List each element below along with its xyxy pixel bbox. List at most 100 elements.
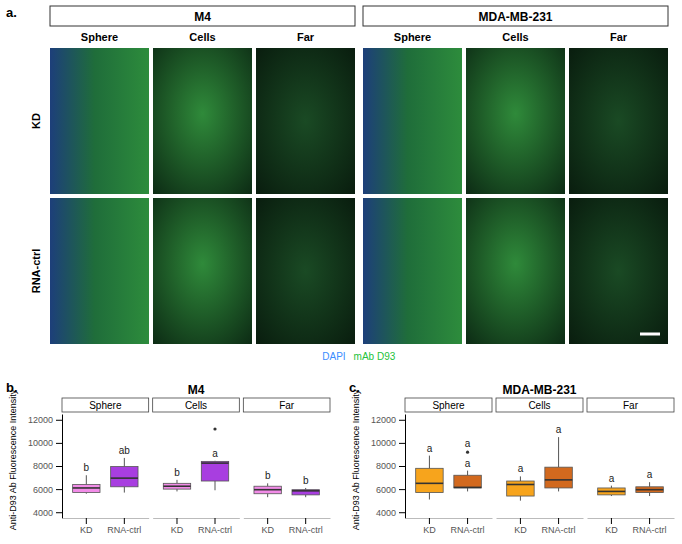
micrograph	[153, 48, 252, 194]
whisker	[215, 481, 216, 490]
x-axis-line	[244, 518, 331, 519]
x-axis-line	[153, 518, 240, 519]
median	[454, 487, 481, 489]
chart-title: MDA-MB-231	[502, 383, 576, 397]
x-tick-mark	[649, 518, 650, 524]
significance-letter: b	[303, 475, 309, 486]
y-tick: 10000	[28, 438, 62, 448]
box	[163, 483, 190, 489]
significance-letter: a	[465, 438, 471, 449]
x-tick: KD	[80, 518, 93, 535]
y-tick-mark	[56, 466, 62, 467]
x-tick-mark	[86, 518, 87, 524]
micrograph	[363, 48, 462, 194]
y-tick: 8000	[376, 461, 405, 471]
median	[111, 477, 138, 479]
y-tick: 8000	[33, 461, 62, 471]
significance-letter: a	[609, 473, 615, 484]
y-tick: 6000	[33, 484, 62, 494]
box	[73, 484, 100, 492]
x-tick: RNA-ctrl	[633, 518, 667, 535]
y-tick-mark	[399, 466, 405, 467]
y-tick-label: 10000	[371, 438, 396, 448]
significance-letter: a	[518, 463, 524, 474]
x-tick: RNA-ctrl	[542, 518, 576, 535]
y-tick-label: 6000	[33, 484, 53, 494]
y-tick-label: 8000	[33, 461, 53, 471]
facet-strip	[496, 398, 583, 412]
scale-bar	[640, 333, 660, 336]
column-header: Far	[610, 31, 628, 43]
column-header: Sphere	[81, 31, 118, 43]
significance-letter: a	[647, 469, 653, 480]
box	[111, 467, 138, 487]
x-tick-label: RNA-ctrl	[198, 525, 232, 535]
x-tick: KD	[514, 518, 527, 535]
facet-title: Far	[279, 400, 295, 411]
y-tick-mark	[399, 443, 405, 444]
x-tick-label: RNA-ctrl	[633, 525, 667, 535]
y-axis: 4000600080001000012000	[371, 415, 406, 519]
row-label: RNA-ctrl	[30, 249, 42, 294]
box	[201, 461, 228, 481]
x-tick-mark	[429, 518, 430, 524]
facet-strip	[153, 398, 240, 412]
mark-labels: babbabb	[84, 445, 309, 486]
x-tick-label: KD	[261, 525, 274, 535]
box	[416, 468, 443, 492]
micrograph	[50, 48, 149, 194]
x-tick-mark	[558, 518, 559, 524]
group-header: M4	[194, 10, 211, 24]
box	[254, 486, 281, 494]
whisker	[649, 493, 650, 496]
y-tick-label: 4000	[376, 508, 396, 518]
median	[636, 489, 663, 491]
x-tick: KD	[171, 518, 184, 535]
y-tick: 10000	[371, 438, 405, 448]
micrograph	[153, 198, 252, 344]
y-tick-label: 10000	[28, 438, 53, 448]
y-tick: 6000	[376, 484, 405, 494]
x-tick-mark	[124, 518, 125, 524]
facet-title: Sphere	[432, 400, 465, 411]
median	[545, 479, 572, 481]
facet-title: Far	[623, 400, 639, 411]
x-tick-label: KD	[514, 525, 527, 535]
whisker	[86, 475, 87, 484]
legend-entry: DAPI	[322, 351, 345, 362]
row-label: KD	[30, 113, 42, 129]
x-tick-mark	[176, 518, 177, 524]
marks	[416, 437, 664, 501]
legend-entry: mAb D93	[354, 351, 396, 362]
y-axis-title: Anti-D93 Ab Fluorescence Intensity	[351, 389, 361, 530]
y-tick-label: 12000	[28, 415, 53, 425]
whisker	[558, 488, 559, 491]
x-tick-mark	[305, 518, 306, 524]
facet-title: Cells	[528, 400, 550, 411]
figure: a.M4SphereCellsFarMDA-MB-231SphereCellsF…	[0, 0, 682, 544]
y-tick-mark	[56, 512, 62, 513]
significance-letter: a	[212, 448, 218, 459]
whisker	[520, 476, 521, 481]
significance-letter: a	[427, 443, 433, 454]
column-header: Far	[297, 31, 315, 43]
x-axis-line	[588, 518, 675, 519]
significance-letter: a	[556, 424, 562, 435]
x-tick: KD	[605, 518, 618, 535]
box	[545, 467, 572, 488]
whisker	[520, 496, 521, 501]
significance-letter: b	[265, 470, 271, 481]
micrograph	[569, 198, 668, 344]
x-tick: KD	[423, 518, 436, 535]
y-tick-label: 4000	[33, 508, 53, 518]
column-header: Cells	[502, 31, 528, 43]
whisker	[124, 458, 125, 467]
micrograph	[466, 198, 565, 344]
y-tick: 12000	[28, 415, 62, 425]
median	[73, 487, 100, 489]
y-tick-mark	[56, 420, 62, 421]
y-tick-mark	[399, 489, 405, 490]
median	[292, 490, 319, 492]
box	[598, 488, 625, 495]
x-tick-label: KD	[171, 525, 184, 535]
